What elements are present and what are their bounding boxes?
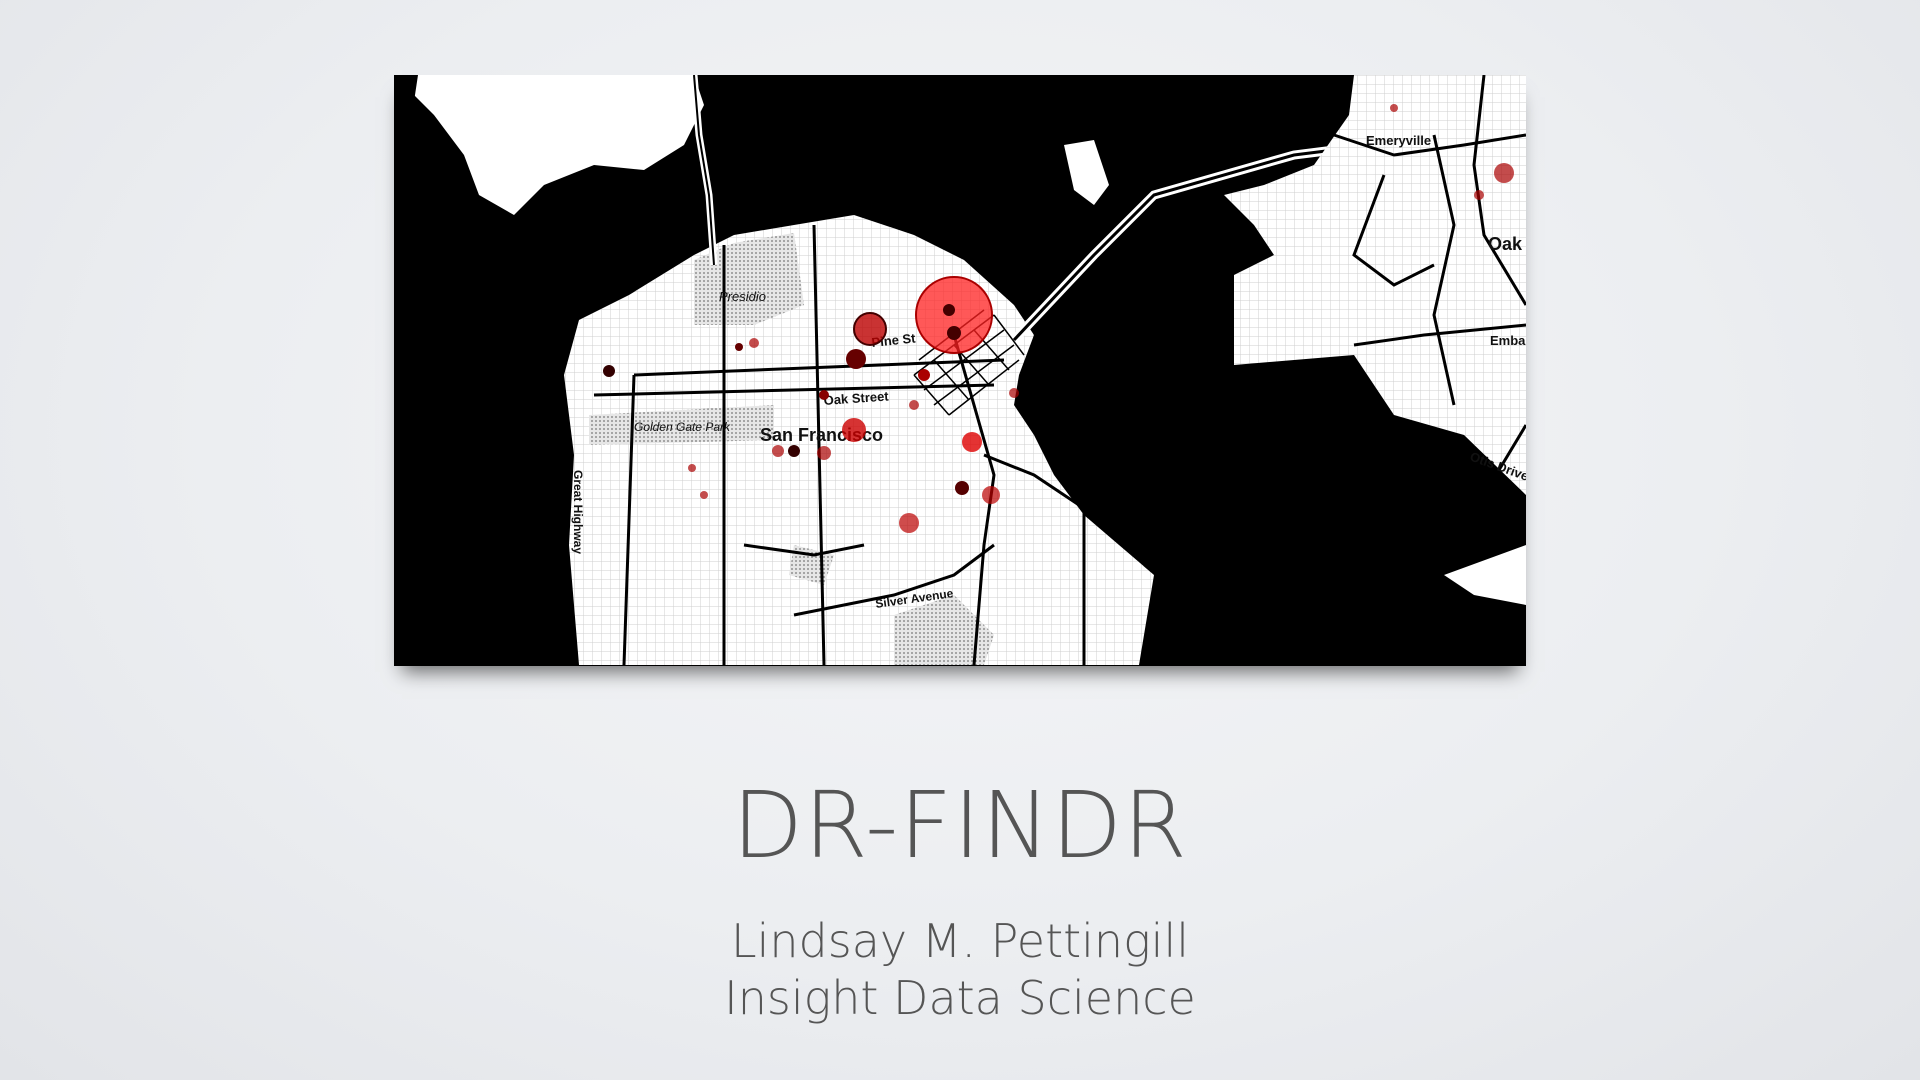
marin-land bbox=[394, 75, 704, 215]
presidio-area bbox=[694, 233, 804, 325]
marker bbox=[700, 491, 708, 499]
marker bbox=[962, 432, 982, 452]
author-name: Lindsay M. Pettingill bbox=[730, 914, 1190, 968]
map-svg: Presidio Pine St Oak Street Golden Gate … bbox=[394, 75, 1526, 666]
marker bbox=[1494, 163, 1514, 183]
marker bbox=[1474, 190, 1484, 200]
marker bbox=[918, 369, 930, 381]
marker bbox=[1009, 388, 1019, 398]
marker bbox=[846, 349, 866, 369]
marker bbox=[819, 390, 829, 400]
marker bbox=[982, 486, 1000, 504]
marker bbox=[688, 464, 696, 472]
marker bbox=[749, 338, 759, 348]
marker bbox=[603, 365, 615, 377]
marker bbox=[947, 326, 961, 340]
marker bbox=[1390, 104, 1398, 112]
marker bbox=[955, 481, 969, 495]
slide-title: DR-FINDR bbox=[732, 772, 1188, 879]
golden-gate-park-area bbox=[589, 405, 774, 445]
marker-large bbox=[915, 276, 993, 354]
label-oakland: Oak bbox=[1488, 234, 1523, 254]
affiliation: Insight Data Science bbox=[724, 971, 1196, 1025]
label-emeryville: Emeryville bbox=[1366, 133, 1431, 148]
marker bbox=[788, 445, 800, 457]
label-presidio: Presidio bbox=[719, 289, 766, 304]
incident-markers bbox=[603, 104, 1514, 533]
marker bbox=[853, 312, 887, 346]
label-golden-gate-park: Golden Gate Park bbox=[634, 420, 731, 434]
label-embarcadero: Emba bbox=[1490, 333, 1526, 348]
label-great-highway: Great Highway bbox=[571, 470, 585, 554]
marker bbox=[817, 446, 831, 460]
treasure-island bbox=[1064, 140, 1109, 205]
label-oak-street: Oak Street bbox=[823, 388, 890, 408]
sf-map-image: Presidio Pine St Oak Street Golden Gate … bbox=[394, 75, 1526, 666]
marker bbox=[772, 445, 784, 457]
marker bbox=[909, 400, 919, 410]
marker bbox=[735, 343, 743, 351]
marker bbox=[899, 513, 919, 533]
marker bbox=[943, 304, 955, 316]
marker bbox=[842, 418, 866, 442]
